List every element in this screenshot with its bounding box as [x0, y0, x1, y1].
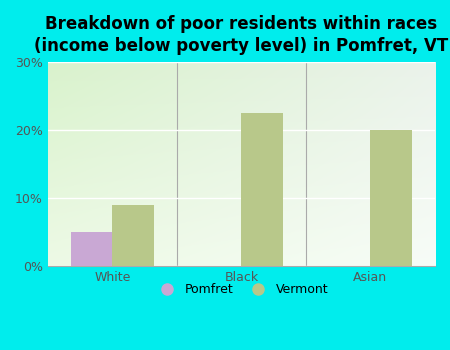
Bar [71, 232, 112, 266]
Title: Breakdown of poor residents within races
(income below poverty level) in Pomfret: Breakdown of poor residents within races… [34, 15, 449, 55]
Legend: Pomfret, Vermont: Pomfret, Vermont [149, 278, 333, 301]
Bar [112, 205, 153, 266]
Bar [241, 113, 283, 266]
Bar [370, 130, 412, 266]
